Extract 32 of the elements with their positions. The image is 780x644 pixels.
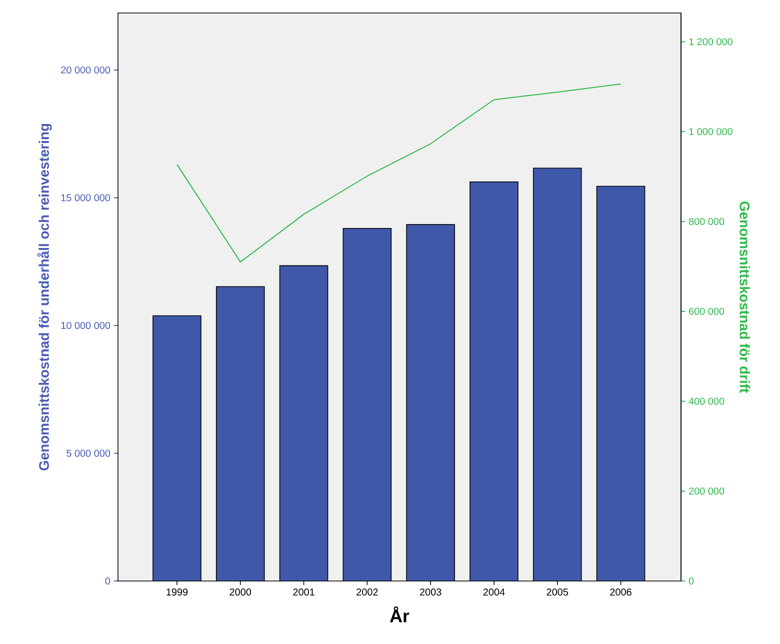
y-tick-label: 0 xyxy=(105,577,110,585)
bar xyxy=(596,186,646,581)
y2-tick-label: 1 200 000 xyxy=(689,38,732,46)
x-tick-label: 1999 xyxy=(166,588,188,596)
y2-axis-title: Genomsnittskostnad för drift xyxy=(740,201,750,393)
line-series xyxy=(176,83,622,262)
y-tick-label: 5 000 000 xyxy=(66,450,110,457)
y-tick-label: 20 000 000 xyxy=(61,66,110,74)
y2-tick-label: 200 000 xyxy=(689,488,724,495)
x-tick-label: 2002 xyxy=(356,588,378,596)
y-tick-label: 15 000 000 xyxy=(61,194,110,202)
y2-tick-label: 0 xyxy=(688,577,694,585)
y2-tick-label: 400 000 xyxy=(688,398,724,405)
y2-tick-label: 800 000 xyxy=(688,218,724,226)
x-tick-label: 2006 xyxy=(610,588,632,596)
x-tick-label: 2000 xyxy=(230,588,252,596)
bar xyxy=(216,286,264,581)
bar xyxy=(152,316,201,581)
y-axis-title: Genomsnittskostnad för underhåll och reinvestering xyxy=(37,124,52,470)
x-tick-label: 2004 xyxy=(483,588,505,596)
x-tick-label: 2001 xyxy=(293,588,314,596)
bar xyxy=(533,168,582,581)
x-axis-title: År xyxy=(390,606,410,622)
bar xyxy=(343,228,392,581)
x-tick-label: 2005 xyxy=(546,588,568,596)
bar xyxy=(406,224,455,581)
bar xyxy=(280,266,328,581)
y2-tick-label: 600 000 xyxy=(689,308,724,315)
y-tick-label: 10 000 000 xyxy=(61,322,110,330)
bar xyxy=(470,182,518,581)
y2-tick-label: 1 000 000 xyxy=(689,128,732,136)
x-tick-label: 2003 xyxy=(420,588,442,596)
